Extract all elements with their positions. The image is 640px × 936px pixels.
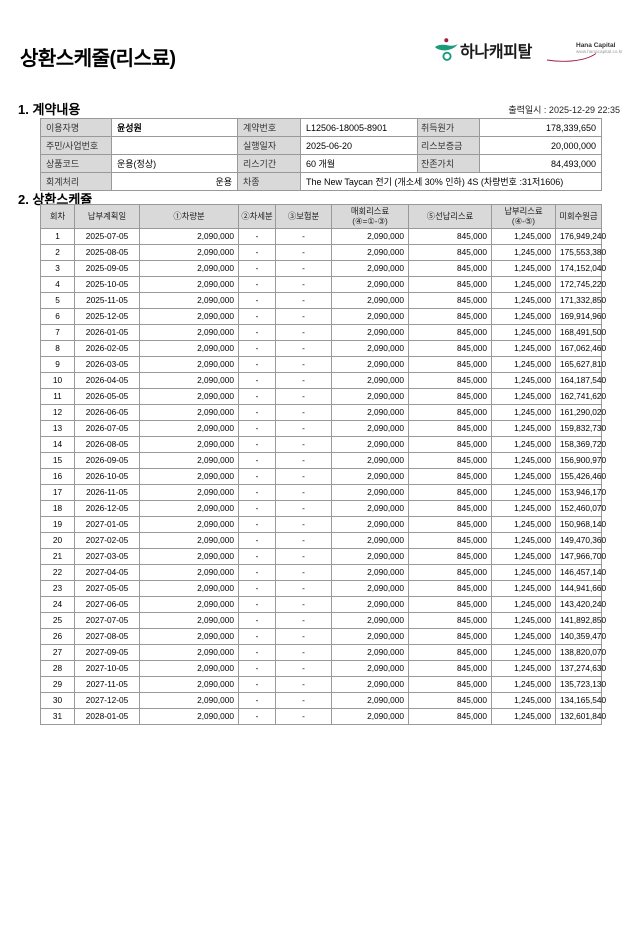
svg-text:Hana Capital: Hana Capital: [576, 42, 616, 49]
svg-text:하나캐피탈: 하나캐피탈: [460, 43, 533, 61]
svg-text:www.hanacapital.co.kr: www.hanacapital.co.kr: [576, 49, 623, 54]
